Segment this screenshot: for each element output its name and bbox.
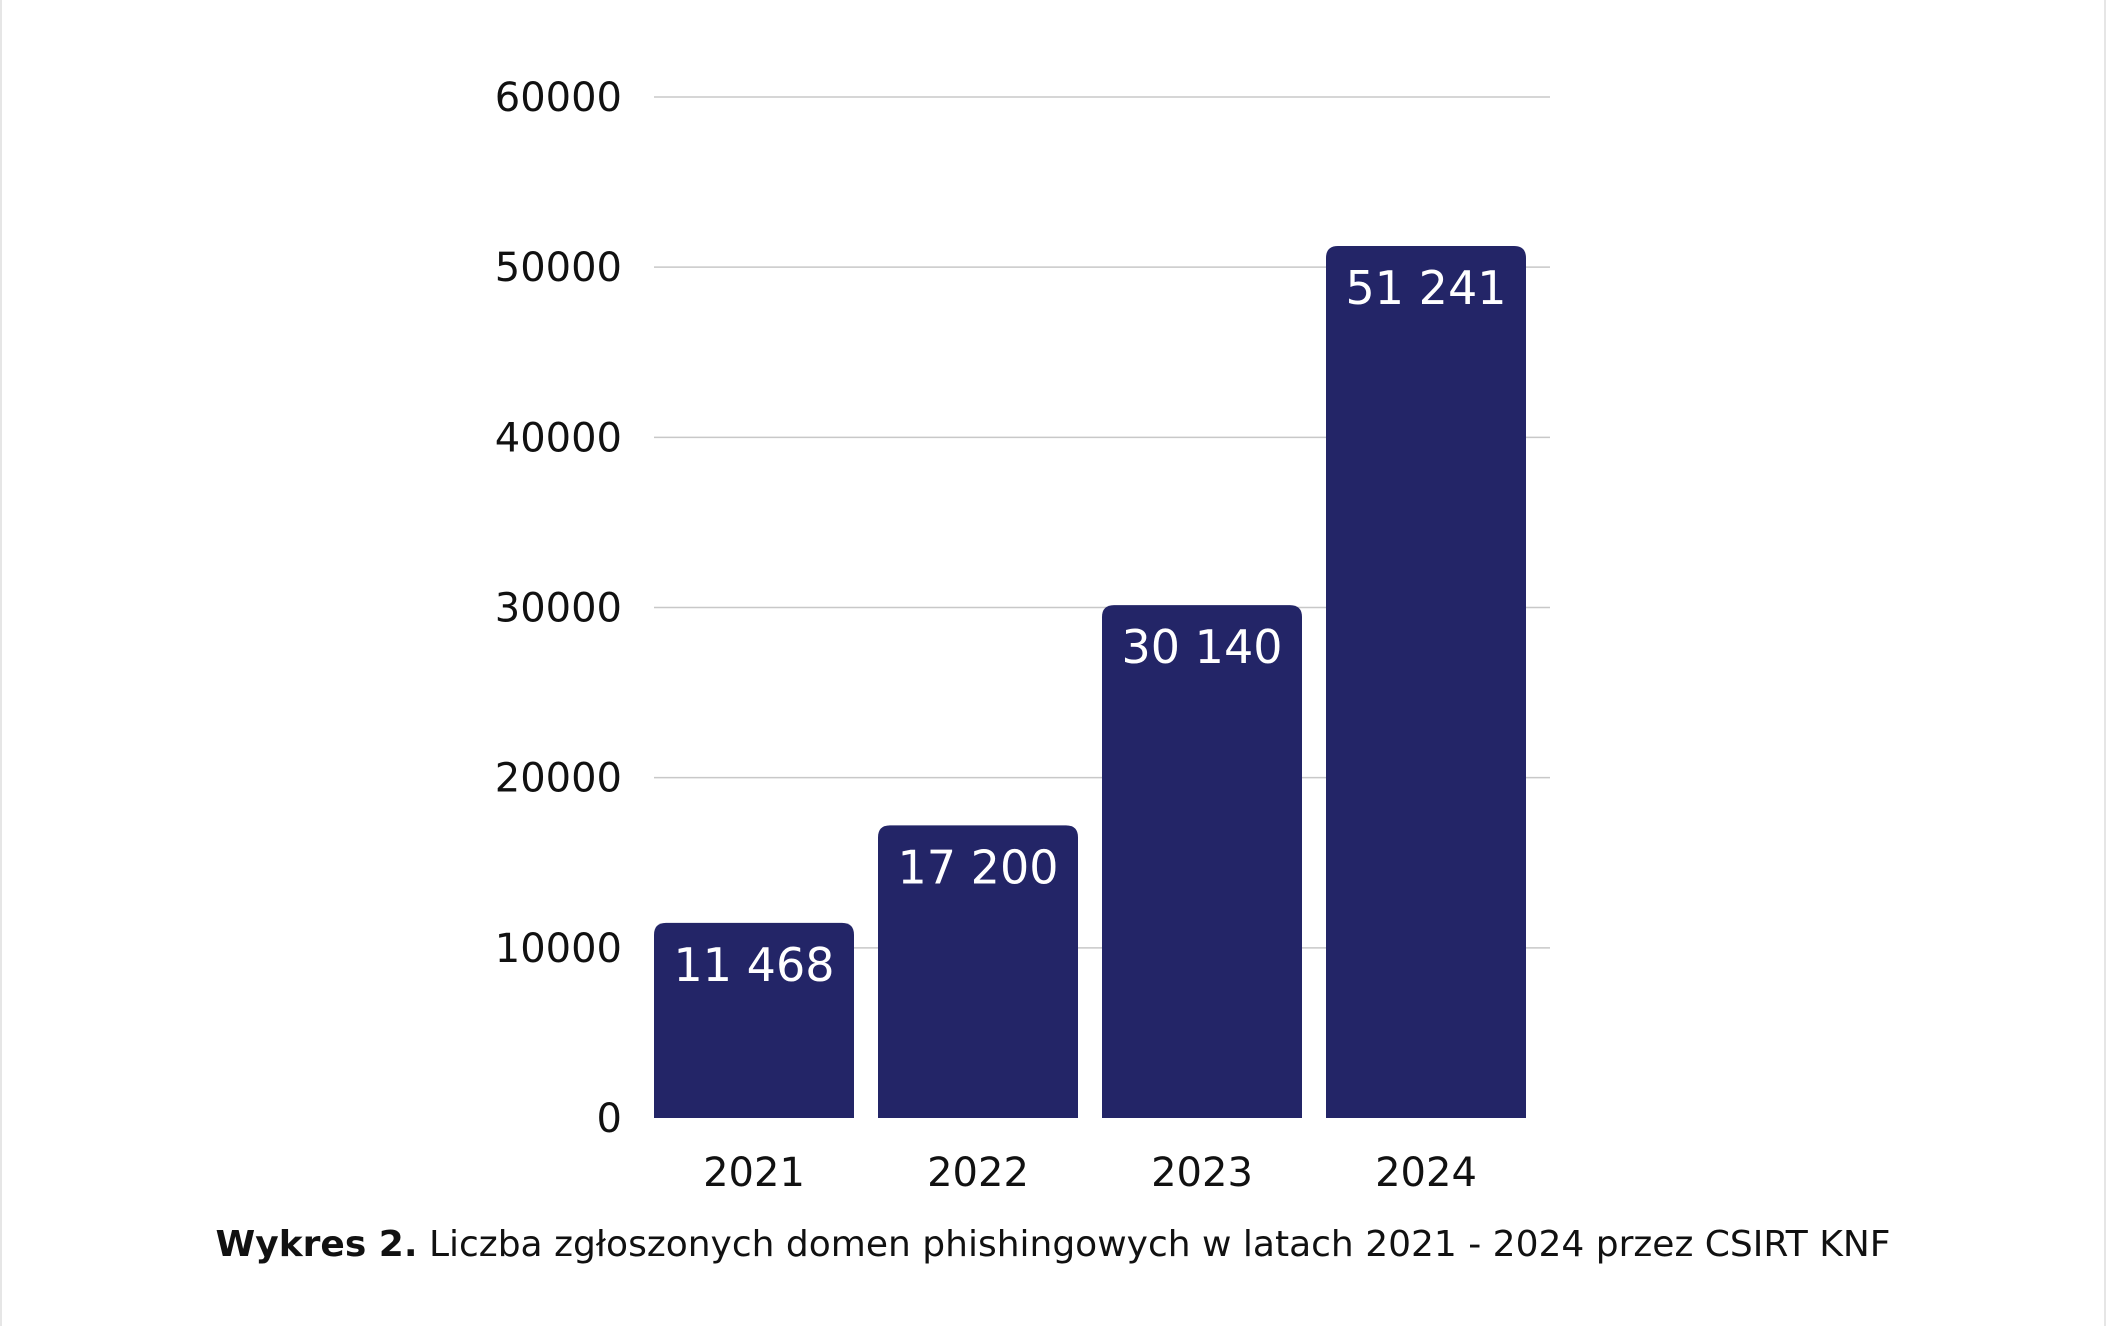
value-label-2021: 11 468 <box>674 938 835 992</box>
value-label-2023: 30 140 <box>1122 620 1283 674</box>
y-tick-label: 10000 <box>495 926 622 972</box>
value-labels: 11 468 17 200 30 140 51 241 <box>674 261 1507 992</box>
y-tick-label: 40000 <box>495 415 622 461</box>
x-tick-label: 2022 <box>927 1150 1029 1196</box>
value-label-2024: 51 241 <box>1346 261 1507 315</box>
x-axis-ticks: 2021 2022 2023 2024 <box>703 1150 1477 1196</box>
value-label-2022: 17 200 <box>898 840 1059 894</box>
caption-text: Liczba zgłoszonych domen phishingowych w… <box>417 1224 1891 1265</box>
bar-2023 <box>1102 605 1302 1118</box>
x-tick-label: 2024 <box>1375 1150 1477 1196</box>
y-tick-label: 60000 <box>495 75 622 121</box>
y-tick-label: 50000 <box>495 245 622 291</box>
bar-2022 <box>878 825 1078 1118</box>
bar-2024 <box>1326 246 1526 1119</box>
y-tick-label: 30000 <box>495 586 622 632</box>
y-axis-ticks: 0 10000 20000 30000 40000 50000 60000 <box>495 75 622 1142</box>
x-tick-label: 2023 <box>1151 1150 1253 1196</box>
bar-2021 <box>654 922 854 1118</box>
page-edge-right <box>2104 0 2106 1326</box>
bars <box>654 246 1526 1119</box>
bar-chart: 0 10000 20000 30000 40000 50000 60000 11 468 17… <box>495 75 1550 1196</box>
y-tick-label: 20000 <box>495 756 622 802</box>
page-edge-left <box>0 0 2 1326</box>
y-tick-label: 0 <box>597 1096 622 1142</box>
x-tick-label: 2021 <box>703 1150 805 1196</box>
figure-caption: Wykres 2. Liczba zgłoszonych domen phish… <box>0 1224 2106 1265</box>
caption-label: Wykres 2. <box>215 1224 418 1265</box>
